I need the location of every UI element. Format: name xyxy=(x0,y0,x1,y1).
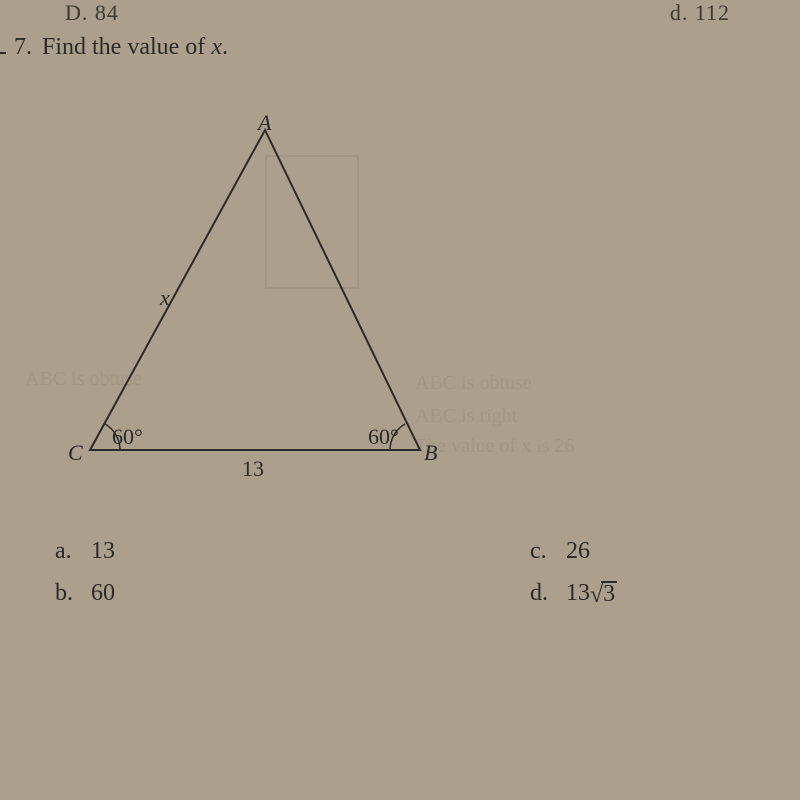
prev-answer-fragment-left: D. 84 xyxy=(65,0,119,26)
choice-d: d. 13 √ 3 xyxy=(530,572,617,614)
choice-b: b. 60 xyxy=(55,572,115,614)
choice-d-letter: d. xyxy=(530,572,566,614)
triangle-figure: A B C x 13 60° 60° xyxy=(50,110,470,490)
choice-a-value: 13 xyxy=(91,530,115,572)
question-text-after: . xyxy=(222,34,228,60)
prev-answer-fragment-right: d. 112 xyxy=(670,0,730,26)
choice-b-letter: b. xyxy=(55,572,91,614)
question-text: Find the value of x. xyxy=(42,34,228,61)
choice-d-sqrt: √ 3 xyxy=(590,581,617,605)
vertex-label-c: C xyxy=(68,440,83,466)
choice-b-value: 60 xyxy=(91,572,115,614)
sqrt-symbol: √ xyxy=(590,583,603,607)
sqrt-radicand: 3 xyxy=(601,581,617,605)
side-label-x: x xyxy=(160,285,170,311)
question-row: 7. Find the value of x. xyxy=(0,34,800,61)
choice-c-letter: c. xyxy=(530,530,566,572)
vertex-label-a: A xyxy=(258,110,271,136)
question-text-before: Find the value of xyxy=(42,34,205,60)
choices-left-column: a. 13 b. 60 xyxy=(55,530,115,614)
choice-a: a. 13 xyxy=(55,530,115,572)
choice-d-prefix: 13 xyxy=(566,572,590,614)
choice-a-letter: a. xyxy=(55,530,91,572)
angle-label-b: 60° xyxy=(368,424,399,450)
question-variable: x xyxy=(211,34,222,60)
choice-c: c. 26 xyxy=(530,530,617,572)
question-number: 7. xyxy=(14,34,32,61)
page: D. 84 d. 112 7. Find the value of x. A B C… xyxy=(0,0,800,800)
angle-label-c: 60° xyxy=(112,424,143,450)
side-label-base: 13 xyxy=(242,456,264,482)
answer-blank xyxy=(0,34,6,54)
vertex-label-b: B xyxy=(424,440,437,466)
choices-right-column: c. 26 d. 13 √ 3 xyxy=(530,530,617,614)
choice-c-value: 26 xyxy=(566,530,590,572)
